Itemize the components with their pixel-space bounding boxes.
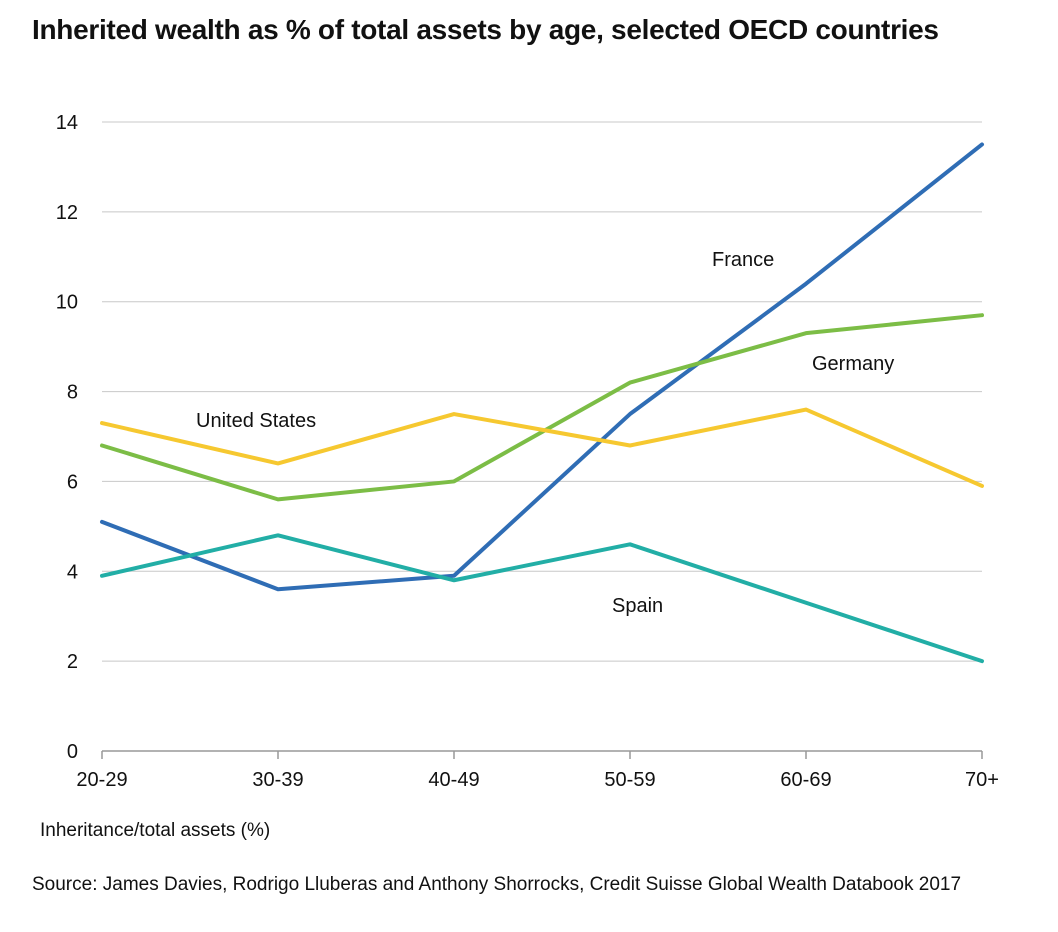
y-axis-note: Inheritance/total assets (%) — [40, 820, 271, 841]
y-tick-label: 12 — [56, 202, 78, 224]
gridlines — [102, 121, 982, 662]
y-axis-ticks: 0 2 4 6 8 10 12 14 — [56, 112, 78, 763]
x-tick-label: 50-59 — [604, 769, 655, 791]
y-tick-label: 14 — [56, 112, 78, 134]
y-tick-label: 0 — [67, 741, 78, 763]
y-tick-label: 10 — [56, 292, 78, 314]
y-tick-label: 8 — [67, 382, 78, 404]
x-tick-label: 60-69 — [780, 769, 831, 791]
x-tick-label: 30-39 — [252, 769, 303, 791]
series-label-united-states: United States — [196, 410, 316, 432]
source-text: Source: James Davies, Rodrigo Lluberas a… — [32, 874, 962, 895]
x-tick-label: 20-29 — [76, 769, 127, 791]
x-tick-label: 40-49 — [428, 769, 479, 791]
series-label-germany: Germany — [812, 353, 894, 375]
series-line-germany — [100, 313, 984, 502]
series-line-spain — [100, 533, 984, 664]
y-tick-label: 6 — [67, 471, 78, 493]
series-label-france: France — [712, 249, 774, 271]
x-axis: 20-29 30-39 40-49 50-59 60-69 70+ — [76, 750, 999, 791]
series-label-spain: Spain — [612, 595, 663, 617]
series-labels: France Germany United States Spain — [196, 249, 894, 617]
series-lines — [100, 142, 984, 664]
x-tick-label: 70+ — [965, 769, 999, 791]
series-line-france — [100, 142, 984, 592]
chart-title: Inherited wealth as % of total assets by… — [32, 14, 939, 45]
y-tick-label: 2 — [67, 651, 78, 673]
y-tick-label: 4 — [67, 561, 78, 583]
series-line-united-states — [100, 407, 984, 488]
